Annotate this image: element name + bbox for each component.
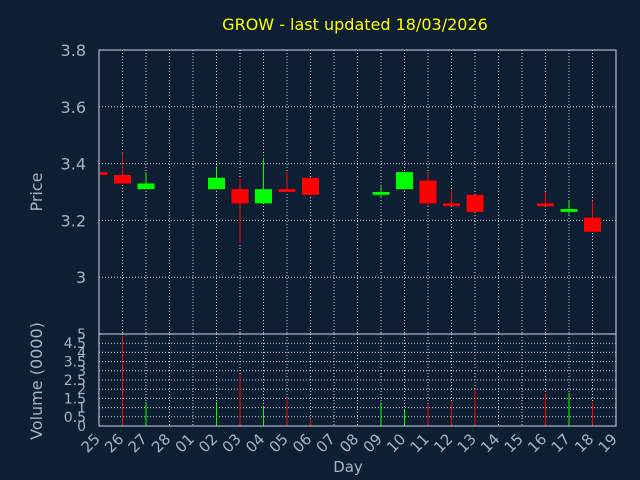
candle-body [278, 189, 296, 192]
x-tick-label: 19 [595, 430, 621, 456]
candle-body [302, 177, 319, 195]
volume-y-tick-label: 2 [77, 382, 86, 398]
candle-body [584, 217, 601, 232]
volume-y-tick-label: 0 [77, 419, 86, 435]
candle-body [372, 192, 390, 195]
x-tick-label: 01 [172, 430, 198, 456]
price-gridlines [98, 49, 617, 334]
candle-body [231, 189, 249, 204]
volume-y-tick-label: 5 [77, 327, 86, 343]
volume-panel: 00.511.522.533.544.55 [64, 327, 617, 435]
x-tick-label: 08 [336, 430, 362, 456]
volume-gridlines [98, 333, 617, 427]
candle-body [208, 177, 225, 190]
candle-body [137, 183, 155, 190]
price-y-tick-label: 3.8 [61, 41, 86, 60]
x-tick-label: 10 [383, 430, 409, 456]
candle-body [537, 203, 554, 207]
volume-plot-frame [98, 333, 617, 427]
volume-y-tick-label: 4 [77, 345, 86, 361]
volume-y-tick-label: 2.5 [64, 373, 86, 389]
volume-y-tick-label: 3.5 [64, 355, 86, 371]
chart-title: GROW - last updated 18/03/2026 [222, 15, 488, 34]
x-tick-label: 06 [289, 430, 315, 456]
candle-body [114, 174, 131, 184]
candle-body [100, 172, 108, 175]
x-tick-label: 07 [313, 430, 339, 456]
x-tick-label: 27 [125, 430, 151, 456]
x-tick-label: 17 [548, 430, 574, 456]
volume-y-tick-label: 4.5 [64, 336, 86, 352]
price-y-tick-label: 3.6 [61, 98, 86, 117]
x-tick-label: 02 [195, 430, 221, 456]
x-tick-label: 11 [407, 430, 433, 456]
volume-y-tick-label: 1 [77, 401, 86, 417]
price-y-tick-label: 3 [76, 268, 86, 287]
candle-body [443, 203, 460, 207]
price-y-tick-label: 3.2 [61, 211, 86, 230]
x-tick-label: 26 [101, 430, 127, 456]
x-tick-label: 14 [477, 430, 503, 456]
x-tick-label: 05 [266, 430, 292, 456]
volume-y-tick-label: 1.5 [64, 391, 86, 407]
x-tick-label: 12 [430, 430, 456, 456]
price-y-tick-label: 3.4 [61, 155, 86, 174]
candle-body [560, 209, 578, 212]
x-axis-label: Day [333, 458, 363, 476]
volume-axis-label: Volume (0000) [27, 322, 46, 440]
x-tick-label: 03 [219, 430, 245, 456]
y-axis-label: Price [27, 172, 46, 211]
x-tick-label: 09 [360, 430, 386, 456]
x-tick-label: 15 [501, 430, 527, 456]
x-tick-labels: 2526272801020304050607080910111213141516… [78, 430, 621, 456]
x-tick-label: 13 [454, 430, 480, 456]
x-tick-label: 04 [242, 430, 268, 456]
x-tick-label: 28 [148, 430, 174, 456]
volume-y-tick-labels: 00.511.522.533.544.55 [64, 327, 86, 435]
volume-bar-series [98, 335, 593, 426]
price-panel: 3 3.2 3.4 3.6 3.8 [61, 41, 617, 335]
candlestick-series [98, 152, 601, 244]
volume-y-tick-label: 3 [77, 364, 86, 380]
candle-body [466, 194, 484, 212]
candle-body [396, 172, 413, 190]
volume-y-tick-label: 0.5 [64, 410, 86, 426]
x-tick-label: 18 [571, 430, 597, 456]
candle-body [255, 189, 272, 204]
price-y-tick-labels: 3 3.2 3.4 3.6 3.8 [61, 41, 86, 287]
x-tick-label: 16 [524, 430, 550, 456]
candle-body [419, 180, 437, 204]
